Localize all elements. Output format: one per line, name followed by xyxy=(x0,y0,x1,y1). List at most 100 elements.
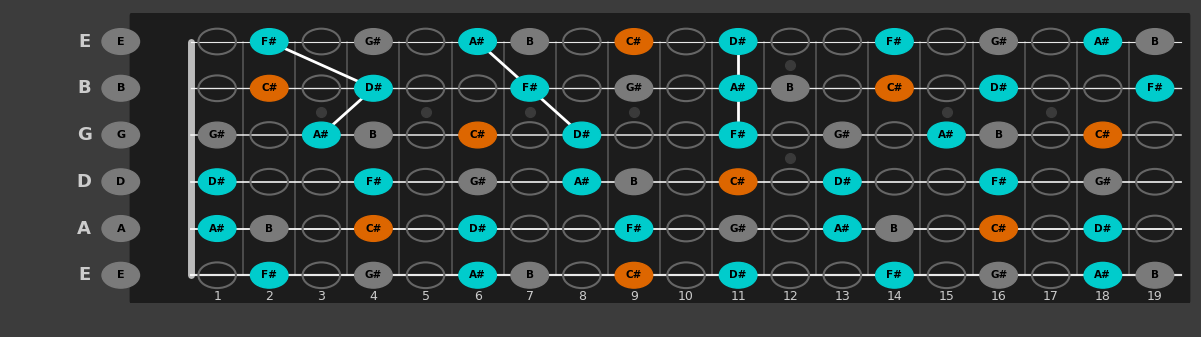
Ellipse shape xyxy=(980,263,1017,288)
Ellipse shape xyxy=(719,122,757,148)
Ellipse shape xyxy=(510,263,549,288)
Text: A#: A# xyxy=(833,223,850,234)
Text: G#: G# xyxy=(729,223,747,234)
Text: A#: A# xyxy=(313,130,330,140)
Ellipse shape xyxy=(927,122,966,148)
Text: F#: F# xyxy=(991,177,1006,187)
Ellipse shape xyxy=(980,169,1017,194)
Text: 5: 5 xyxy=(422,290,430,303)
Text: D#: D# xyxy=(365,83,382,93)
Text: B: B xyxy=(890,223,898,234)
Text: B: B xyxy=(370,130,377,140)
Text: 3: 3 xyxy=(317,290,325,303)
Text: 17: 17 xyxy=(1042,290,1058,303)
Text: E: E xyxy=(116,270,125,280)
Text: D#: D# xyxy=(729,36,747,47)
Ellipse shape xyxy=(876,263,913,288)
FancyBboxPatch shape xyxy=(130,12,1190,305)
Text: A#: A# xyxy=(730,83,747,93)
Ellipse shape xyxy=(198,216,235,241)
Ellipse shape xyxy=(563,169,600,194)
Text: B: B xyxy=(1151,270,1159,280)
Text: G#: G# xyxy=(209,130,226,140)
Text: 18: 18 xyxy=(1095,290,1111,303)
Ellipse shape xyxy=(615,29,652,54)
Ellipse shape xyxy=(1136,29,1173,54)
Text: 2: 2 xyxy=(265,290,273,303)
Ellipse shape xyxy=(102,169,139,194)
Text: E: E xyxy=(116,36,125,47)
Text: B: B xyxy=(116,83,125,93)
Text: 19: 19 xyxy=(1147,290,1163,303)
Text: C#: C# xyxy=(1094,130,1111,140)
Text: G#: G# xyxy=(1094,177,1111,187)
Ellipse shape xyxy=(1085,122,1122,148)
Text: D#: D# xyxy=(468,223,486,234)
Text: 8: 8 xyxy=(578,290,586,303)
Text: 1: 1 xyxy=(214,290,221,303)
Ellipse shape xyxy=(102,263,139,288)
Ellipse shape xyxy=(719,75,757,101)
Ellipse shape xyxy=(719,216,757,241)
Text: C#: C# xyxy=(261,83,277,93)
Text: G#: G# xyxy=(990,36,1008,47)
Ellipse shape xyxy=(510,75,549,101)
Text: B: B xyxy=(526,270,533,280)
Ellipse shape xyxy=(876,216,913,241)
Text: F#: F# xyxy=(1147,83,1163,93)
Ellipse shape xyxy=(980,29,1017,54)
Ellipse shape xyxy=(198,169,235,194)
Text: B: B xyxy=(994,130,1003,140)
Text: B: B xyxy=(526,36,533,47)
Text: F#: F# xyxy=(365,177,382,187)
Ellipse shape xyxy=(459,169,496,194)
Text: B: B xyxy=(787,83,794,93)
Text: 15: 15 xyxy=(939,290,955,303)
Text: 14: 14 xyxy=(886,290,902,303)
Text: C#: C# xyxy=(626,36,643,47)
Ellipse shape xyxy=(771,75,809,101)
Text: A#: A# xyxy=(938,130,955,140)
Text: D#: D# xyxy=(573,130,591,140)
Text: B: B xyxy=(1151,36,1159,47)
Text: G#: G# xyxy=(833,130,852,140)
Ellipse shape xyxy=(354,216,393,241)
Ellipse shape xyxy=(102,122,139,148)
Text: F#: F# xyxy=(886,36,902,47)
Text: F#: F# xyxy=(626,223,641,234)
Ellipse shape xyxy=(354,169,393,194)
Text: B: B xyxy=(631,177,638,187)
Text: 4: 4 xyxy=(370,290,377,303)
Ellipse shape xyxy=(251,263,288,288)
Text: D: D xyxy=(116,177,125,187)
Text: 11: 11 xyxy=(730,290,746,303)
Text: A: A xyxy=(77,219,91,238)
Text: D#: D# xyxy=(990,83,1008,93)
Ellipse shape xyxy=(1085,263,1122,288)
Text: 6: 6 xyxy=(473,290,482,303)
Text: D#: D# xyxy=(1094,223,1111,234)
Text: A: A xyxy=(116,223,125,234)
Text: E: E xyxy=(78,33,90,51)
Ellipse shape xyxy=(876,75,913,101)
Ellipse shape xyxy=(354,263,393,288)
Text: D#: D# xyxy=(209,177,226,187)
Text: F#: F# xyxy=(886,270,902,280)
Text: A#: A# xyxy=(1094,36,1111,47)
Ellipse shape xyxy=(1136,75,1173,101)
Text: C#: C# xyxy=(886,83,903,93)
Ellipse shape xyxy=(251,75,288,101)
Ellipse shape xyxy=(251,29,288,54)
Text: F#: F# xyxy=(262,270,277,280)
Ellipse shape xyxy=(824,169,861,194)
Text: D: D xyxy=(77,173,91,191)
Ellipse shape xyxy=(1085,169,1122,194)
Ellipse shape xyxy=(354,75,393,101)
Text: C#: C# xyxy=(730,177,746,187)
Ellipse shape xyxy=(615,75,652,101)
Text: G#: G# xyxy=(470,177,486,187)
Text: A#: A# xyxy=(470,36,486,47)
Ellipse shape xyxy=(459,29,496,54)
Text: G#: G# xyxy=(365,36,382,47)
Text: C#: C# xyxy=(470,130,486,140)
